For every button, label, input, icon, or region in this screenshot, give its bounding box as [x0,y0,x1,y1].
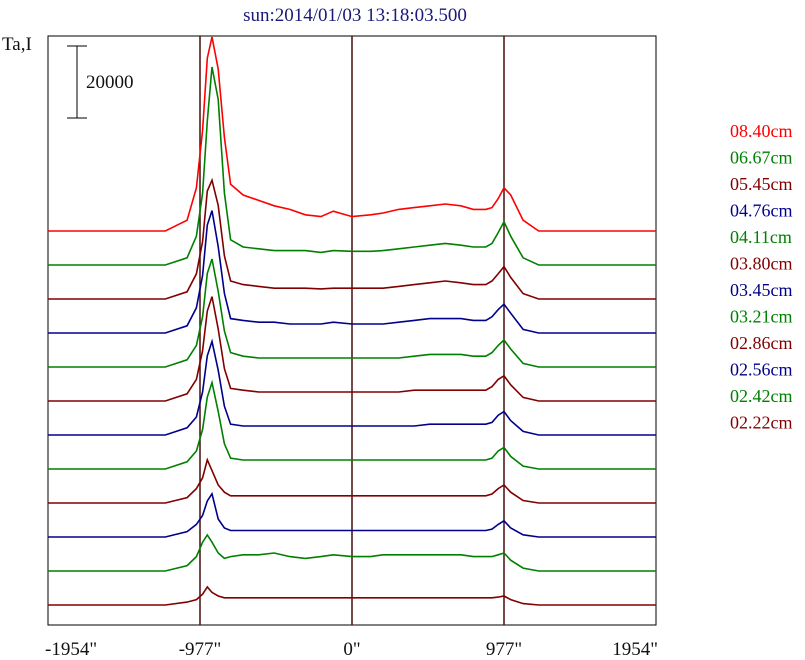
series-line-02.22cm [48,585,656,606]
legend-entry: 02.56cm [730,360,793,380]
legend-entry: 02.86cm [730,333,793,353]
series-line-04.76cm [48,210,656,334]
series-line-04.11cm [48,258,656,368]
x-tick-labels: -1954" -977" 0" 977" 1954" [45,639,658,660]
legend-entry: 04.11cm [730,227,792,247]
vertical-lines [199,36,505,625]
legend-entry: 05.45cm [730,174,793,194]
series-line-06.67cm [48,66,656,266]
x-tick-label: 977" [486,639,522,660]
chart-title: sun:2014/01/03 13:18:03.500 [243,5,467,26]
legend-entry: 08.40cm [730,121,793,141]
series-line-05.45cm [48,177,656,300]
legend-entry: 04.76cm [730,201,793,221]
legend-entry: 03.80cm [730,254,793,274]
series-line-03.21cm [48,379,656,470]
scale-bar: 20000 [67,45,134,119]
series-lines [48,36,656,606]
x-tick-label: 0" [343,639,360,660]
y-axis-label: Ta,I [2,34,32,55]
legend-entry: 02.42cm [730,386,793,406]
x-tick-label: -1954" [45,639,97,660]
series-line-02.56cm [48,491,656,538]
series-line-03.45cm [48,338,656,436]
legend-entry: 06.67cm [730,148,793,168]
legend: 08.40cm 06.67cm 05.45cm 04.76cm 04.11cm 03.80… [730,121,793,433]
series-line-02.42cm [48,533,656,572]
legend-entry: 03.45cm [730,280,793,300]
scale-bar-label: 20000 [86,72,134,93]
x-tick-label: 1954" [612,639,658,660]
x-tick-label: -977" [179,639,222,660]
series-line-08.40cm [48,36,656,232]
legend-entry: 02.22cm [730,413,793,433]
legend-entry: 03.21cm [730,307,793,327]
series-line-02.86cm [48,457,656,504]
series-line-03.80cm [48,296,656,402]
